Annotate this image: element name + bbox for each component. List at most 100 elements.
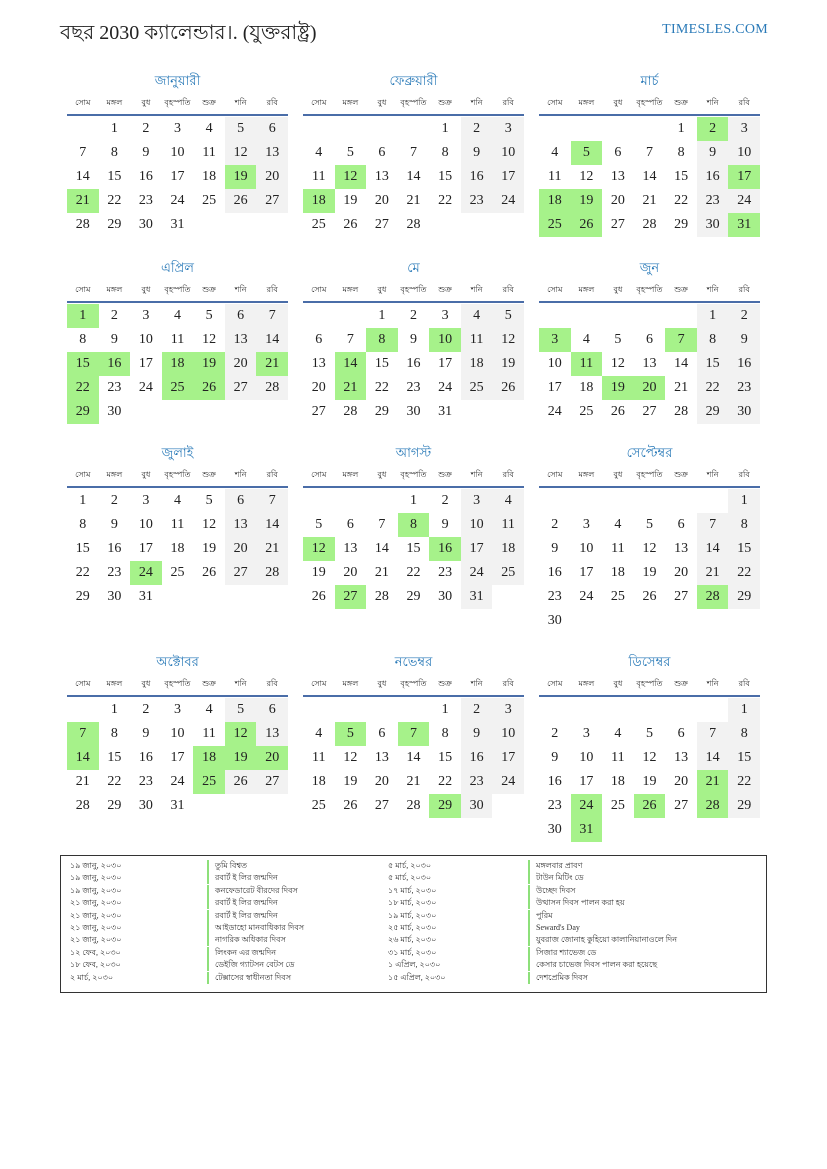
day-cell[interactable]: 15 [674,169,689,184]
day-cell[interactable]: 14 [696,537,729,561]
day-cell[interactable]: 15 [438,169,453,184]
day-cell[interactable]: 3 [582,517,590,532]
day-cell[interactable]: 18 [460,352,493,376]
day-cell[interactable]: 11 [170,517,185,532]
day-cell[interactable]: 19 [343,193,358,208]
day-cell[interactable]: 10 [170,145,185,160]
day-cell[interactable]: 13 [674,541,689,556]
day-cell[interactable]: 11 [312,169,326,184]
day-cell[interactable]: 31 [438,404,453,419]
day-cell[interactable]: 16 [138,750,153,765]
day-cell[interactable]: 3 [173,702,181,717]
holiday-day-cell[interactable]: 20 [256,746,288,770]
day-cell[interactable]: 21 [674,380,689,395]
holiday-day-cell[interactable]: 26 [570,213,603,237]
day-cell[interactable]: 23 [547,798,562,813]
day-cell[interactable]: 6 [378,145,386,160]
day-cell[interactable]: 30 [138,217,153,232]
day-cell[interactable]: 13 [256,722,288,746]
day-cell[interactable]: 3 [492,117,524,141]
day-cell[interactable]: 14 [696,746,729,770]
day-cell[interactable]: 28 [642,217,657,232]
day-cell[interactable]: 30 [547,613,562,628]
day-cell[interactable]: 11 [460,328,493,352]
day-cell[interactable]: 11 [202,726,216,741]
day-cell[interactable]: 29 [107,798,122,813]
day-cell[interactable]: 20 [674,774,689,789]
holiday-day-cell[interactable]: 12 [224,722,257,746]
day-cell[interactable]: 10 [492,722,524,746]
day-cell[interactable]: 12 [492,328,524,352]
holiday-day-cell[interactable]: 5 [570,141,603,165]
day-cell[interactable]: 22 [406,565,421,580]
day-cell[interactable]: 6 [614,145,622,160]
day-cell[interactable]: 12 [610,356,625,371]
day-cell[interactable]: 29 [728,794,760,818]
day-cell[interactable]: 21 [256,537,288,561]
day-cell[interactable]: 4 [460,304,493,328]
holiday-day-cell[interactable]: 18 [303,189,335,213]
day-cell[interactable]: 21 [696,561,729,585]
day-cell[interactable]: 18 [202,169,217,184]
day-cell[interactable]: 8 [79,517,87,532]
day-cell[interactable]: 6 [224,304,257,328]
day-cell[interactable]: 27 [674,798,689,813]
day-cell[interactable]: 21 [374,565,389,580]
day-cell[interactable]: 15 [107,750,122,765]
holiday-day-cell[interactable]: 10 [429,328,461,352]
day-cell[interactable]: 2 [142,702,150,717]
day-cell[interactable]: 5 [645,517,653,532]
day-cell[interactable]: 27 [610,217,625,232]
day-cell[interactable]: 6 [677,517,685,532]
day-cell[interactable]: 4 [315,145,323,160]
holiday-day-cell[interactable]: 29 [67,400,99,424]
day-cell[interactable]: 22 [728,561,760,585]
day-cell[interactable]: 19 [343,774,358,789]
day-cell[interactable]: 7 [378,517,386,532]
day-cell[interactable]: 17 [460,537,493,561]
day-cell[interactable]: 4 [614,726,622,741]
day-cell[interactable]: 22 [696,376,729,400]
day-cell[interactable]: 8 [110,726,118,741]
holiday-day-cell[interactable]: 20 [633,376,666,400]
day-cell[interactable]: 30 [438,589,453,604]
day-cell[interactable]: 4 [173,493,181,508]
day-cell[interactable]: 1 [728,698,760,722]
day-cell[interactable]: 31 [170,798,185,813]
day-cell[interactable]: 12 [343,750,358,765]
day-cell[interactable]: 13 [674,750,689,765]
holiday-day-cell[interactable]: 29 [429,794,461,818]
day-cell[interactable]: 6 [346,517,354,532]
day-cell[interactable]: 12 [202,517,217,532]
day-cell[interactable]: 12 [642,541,657,556]
day-cell[interactable]: 9 [696,141,729,165]
day-cell[interactable]: 24 [138,380,153,395]
day-cell[interactable]: 22 [674,193,689,208]
day-cell[interactable]: 24 [579,589,594,604]
day-cell[interactable]: 4 [614,517,622,532]
day-cell[interactable]: 26 [492,376,524,400]
day-cell[interactable]: 18 [311,774,326,789]
day-cell[interactable]: 1 [110,121,118,136]
day-cell[interactable]: 28 [406,798,421,813]
day-cell[interactable]: 24 [492,770,524,794]
day-cell[interactable]: 17 [492,746,524,770]
day-cell[interactable]: 23 [438,565,453,580]
day-cell[interactable]: 13 [374,169,389,184]
day-cell[interactable]: 18 [610,565,625,580]
day-cell[interactable]: 6 [645,332,653,347]
day-cell[interactable]: 26 [224,770,257,794]
holiday-day-cell[interactable]: 7 [397,722,430,746]
day-cell[interactable]: 4 [315,726,323,741]
day-cell[interactable]: 19 [642,565,657,580]
day-cell[interactable]: 4 [492,489,524,513]
holiday-day-cell[interactable]: 3 [539,328,571,352]
day-cell[interactable]: 22 [75,565,90,580]
day-cell[interactable]: 5 [315,517,323,532]
holiday-day-cell[interactable]: 26 [193,376,225,400]
day-cell[interactable]: 25 [610,798,625,813]
day-cell[interactable]: 10 [579,541,594,556]
day-cell[interactable]: 15 [374,356,389,371]
day-cell[interactable]: 29 [696,400,729,424]
day-cell[interactable]: 3 [460,489,493,513]
